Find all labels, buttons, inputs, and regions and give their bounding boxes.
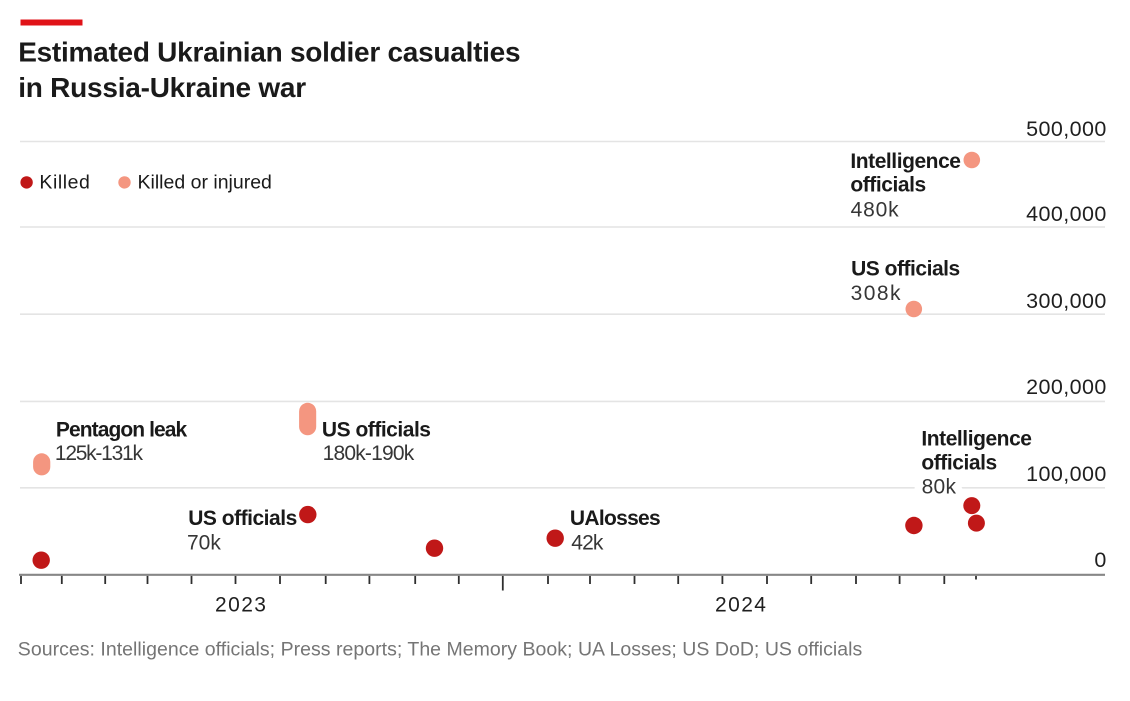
- svg-text:Killed: Killed: [39, 171, 90, 193]
- svg-text:70k: 70k: [187, 532, 221, 555]
- svg-text:US officials: US officials: [851, 257, 960, 280]
- svg-text:Pentagon leak: Pentagon leak: [56, 418, 188, 441]
- svg-text:500,000: 500,000: [1026, 117, 1107, 141]
- svg-text:Estimated Ukrainian soldier ca: Estimated Ukrainian soldier casualties: [18, 37, 520, 68]
- svg-text:0: 0: [1094, 548, 1106, 572]
- svg-text:480k: 480k: [851, 198, 900, 221]
- svg-text:US officials: US officials: [188, 507, 297, 530]
- svg-text:180k-190k: 180k-190k: [323, 442, 415, 465]
- svg-text:officials: officials: [850, 174, 925, 197]
- svg-text:308k: 308k: [851, 282, 902, 305]
- svg-text:2024: 2024: [715, 594, 767, 617]
- svg-text:400,000: 400,000: [1026, 202, 1107, 226]
- svg-text:Intelligence: Intelligence: [921, 428, 1031, 451]
- svg-text:UAlosses: UAlosses: [570, 507, 660, 530]
- svg-text:Killed or injured: Killed or injured: [138, 171, 272, 193]
- svg-text:Intelligence: Intelligence: [850, 150, 960, 173]
- svg-text:officials: officials: [921, 452, 996, 475]
- svg-text:42k: 42k: [571, 532, 604, 555]
- svg-text:2023: 2023: [215, 594, 267, 617]
- svg-text:US officials: US officials: [322, 418, 431, 441]
- svg-text:125k-131k: 125k-131k: [55, 442, 144, 465]
- svg-text:300,000: 300,000: [1026, 289, 1107, 313]
- svg-text:in Russia-Ukraine war: in Russia-Ukraine war: [18, 72, 306, 103]
- svg-text:Sources: Intelligence official: Sources: Intelligence officials; Press r…: [18, 638, 863, 660]
- svg-text:200,000: 200,000: [1026, 375, 1107, 399]
- svg-text:80k: 80k: [922, 476, 957, 499]
- svg-text:100,000: 100,000: [1026, 462, 1107, 486]
